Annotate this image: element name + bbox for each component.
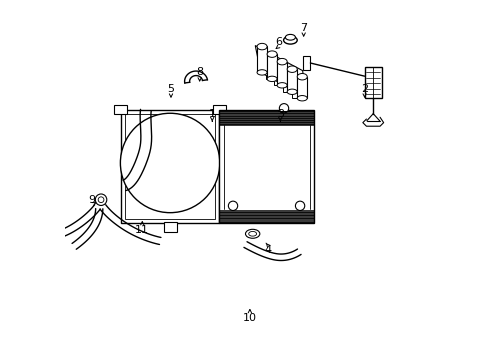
Bar <box>219 110 314 223</box>
Ellipse shape <box>266 51 277 57</box>
Circle shape <box>98 197 104 203</box>
Bar <box>283 67 292 92</box>
Ellipse shape <box>297 73 306 80</box>
Ellipse shape <box>286 66 297 72</box>
Bar <box>286 69 297 92</box>
Bar <box>257 45 266 72</box>
Bar <box>212 105 225 114</box>
Bar <box>291 75 301 98</box>
Text: 9: 9 <box>88 195 96 205</box>
Bar <box>114 105 127 114</box>
Ellipse shape <box>257 43 266 50</box>
Bar <box>302 56 309 70</box>
Text: 4: 4 <box>264 245 271 255</box>
Bar <box>257 46 266 72</box>
Ellipse shape <box>266 76 277 82</box>
Circle shape <box>295 201 304 211</box>
Text: 5: 5 <box>167 84 174 94</box>
Text: 6: 6 <box>275 37 282 47</box>
Text: 10: 10 <box>243 313 256 323</box>
Ellipse shape <box>293 75 299 98</box>
Ellipse shape <box>276 60 282 85</box>
Bar <box>277 62 286 85</box>
Bar <box>364 67 381 98</box>
Bar <box>265 53 275 79</box>
Polygon shape <box>255 45 305 98</box>
Ellipse shape <box>285 67 290 92</box>
Circle shape <box>279 104 288 113</box>
Circle shape <box>228 201 237 211</box>
Bar <box>297 77 306 98</box>
Text: 3: 3 <box>276 109 283 119</box>
Text: 2: 2 <box>360 84 367 94</box>
Ellipse shape <box>297 95 306 101</box>
Ellipse shape <box>283 36 297 44</box>
Ellipse shape <box>277 83 286 88</box>
Circle shape <box>95 194 106 206</box>
Ellipse shape <box>285 35 295 40</box>
Ellipse shape <box>277 58 286 65</box>
Bar <box>121 110 219 223</box>
Text: 1: 1 <box>208 109 215 119</box>
Text: 8: 8 <box>196 67 203 77</box>
Ellipse shape <box>267 53 273 79</box>
Text: 7: 7 <box>300 23 306 33</box>
Bar <box>266 54 277 79</box>
Ellipse shape <box>245 229 259 238</box>
Text: 11: 11 <box>135 225 149 235</box>
Circle shape <box>120 113 219 213</box>
Bar <box>274 60 284 85</box>
Ellipse shape <box>286 89 297 94</box>
Ellipse shape <box>248 231 256 236</box>
Ellipse shape <box>259 45 264 72</box>
Bar <box>125 114 215 219</box>
Bar <box>163 222 176 232</box>
Ellipse shape <box>257 70 266 75</box>
